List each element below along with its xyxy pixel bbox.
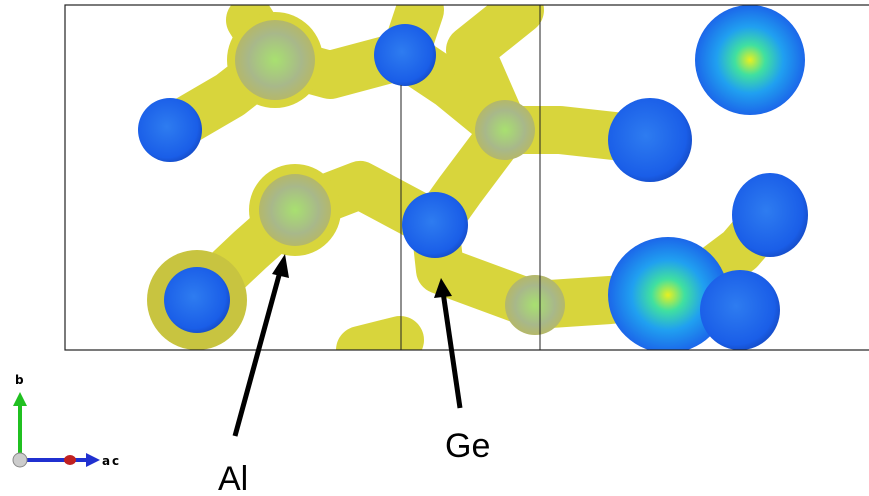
- atom: [505, 275, 565, 335]
- axis-head: [86, 453, 100, 467]
- axis-head: [13, 392, 27, 406]
- axis-indicator: b a c: [13, 373, 119, 468]
- structure-view: Al Ge b a c: [0, 0, 869, 496]
- atom: [235, 20, 315, 100]
- atom: [259, 174, 331, 246]
- atom: [608, 98, 692, 182]
- origin: [13, 453, 27, 467]
- pointer-arrows: [235, 268, 460, 436]
- page: Al Ge b a c (() => { const data = JSON.p…: [0, 0, 869, 496]
- atom-label: Ge: [445, 427, 490, 465]
- atom: [695, 5, 805, 115]
- atom: [138, 98, 202, 162]
- axis-label: b: [15, 373, 24, 387]
- axis-label: a: [102, 454, 110, 468]
- atom: [700, 270, 780, 350]
- atom: [374, 24, 436, 86]
- atom: [164, 267, 230, 333]
- atom: [402, 192, 468, 258]
- isosurface: [138, 5, 808, 353]
- axis: [64, 455, 76, 465]
- axis-label: c: [112, 454, 119, 468]
- atom: [732, 173, 808, 257]
- atom-label: Al: [218, 460, 248, 496]
- atom: [475, 100, 535, 160]
